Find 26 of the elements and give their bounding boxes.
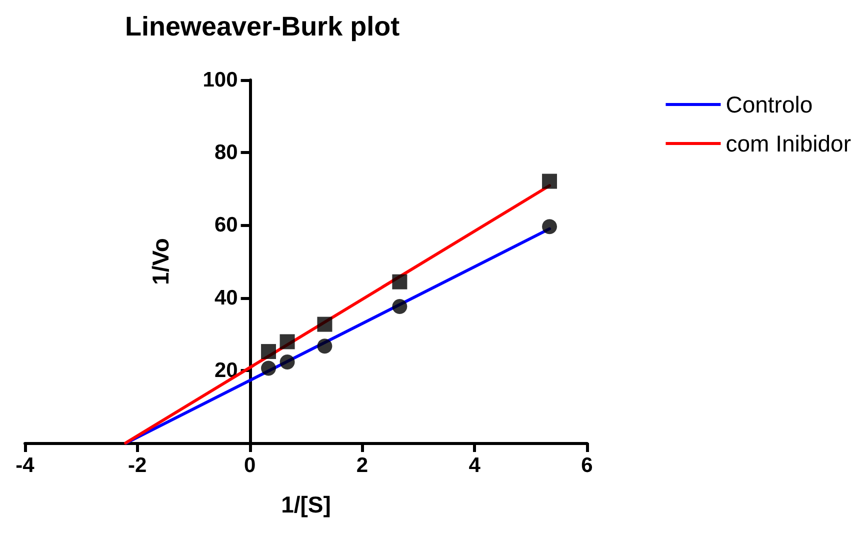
y-tick-label: 80: [214, 141, 238, 164]
legend-label: Controlo: [726, 92, 813, 118]
y-tick-label: 60: [214, 214, 238, 237]
x-tick-label: 2: [356, 454, 368, 477]
y-tick-label: 100: [202, 68, 238, 92]
point: [392, 274, 408, 290]
x-tick-label: 4: [468, 454, 481, 477]
point: [280, 354, 295, 370]
point: [542, 219, 558, 234]
x-tick-label: -4: [16, 454, 35, 477]
y-tick-label: 40: [214, 286, 238, 310]
point: [261, 344, 276, 360]
legend-label: com Inibidor: [726, 130, 852, 156]
point: [317, 316, 332, 332]
x-tick-label: -2: [128, 454, 147, 477]
y-tick-label: 20: [214, 358, 238, 382]
x-axis-title: 1/[S]: [281, 492, 331, 518]
point: [280, 334, 295, 350]
point: [261, 360, 276, 376]
y-axis-title: 1/Vo: [147, 238, 174, 285]
x-tick-label: 0: [244, 454, 256, 477]
point: [392, 299, 408, 314]
point: [542, 174, 558, 189]
x-tick-label: 6: [581, 454, 593, 477]
chart-title: Lineweaver-Burk plot: [125, 12, 400, 42]
point: [317, 338, 332, 354]
